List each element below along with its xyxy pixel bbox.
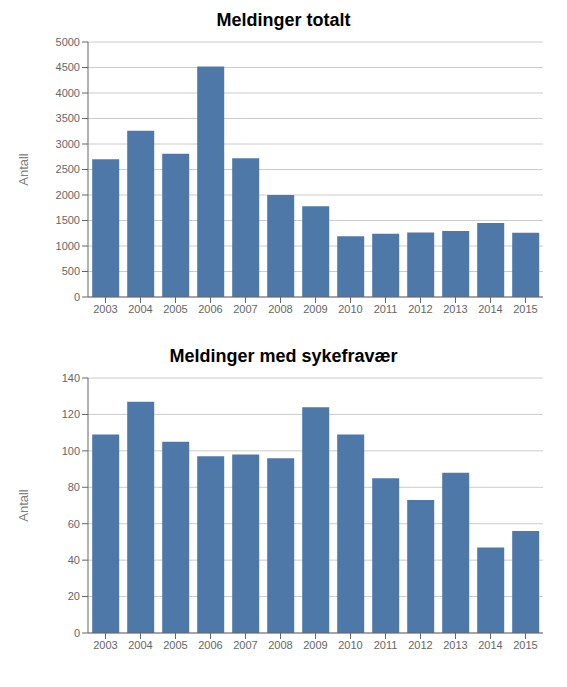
svg-text:Antall: Antall <box>16 153 31 186</box>
svg-text:4000: 4000 <box>56 87 80 99</box>
svg-text:100: 100 <box>62 445 80 457</box>
svg-text:2011: 2011 <box>374 303 398 315</box>
svg-text:2006: 2006 <box>198 639 222 651</box>
svg-text:2007: 2007 <box>233 303 257 315</box>
html-text:Meldinger med sykefravær: Meldinger med sykefravær <box>169 346 398 366</box>
svg-text:1500: 1500 <box>56 214 80 226</box>
svg-text:2011: 2011 <box>374 639 398 651</box>
svg-text:3500: 3500 <box>56 112 80 124</box>
svg-text:2004: 2004 <box>128 303 152 315</box>
svg-text:2015: 2015 <box>513 639 537 651</box>
svg-text:2015: 2015 <box>513 303 537 315</box>
svg-text:Antall: Antall <box>16 489 31 522</box>
svg-text:500: 500 <box>62 265 80 277</box>
svg-text:2004: 2004 <box>128 639 152 651</box>
svg-text:2008: 2008 <box>268 303 292 315</box>
svg-text:2007: 2007 <box>233 639 257 651</box>
svg-text:120: 120 <box>62 408 80 420</box>
svg-text:140: 140 <box>62 372 80 384</box>
svg-text:2000: 2000 <box>56 189 80 201</box>
svg-text:2008: 2008 <box>268 639 292 651</box>
svg-text:40: 40 <box>68 554 80 566</box>
svg-text:2006: 2006 <box>198 303 222 315</box>
svg-text:5000: 5000 <box>56 36 80 48</box>
svg-text:2012: 2012 <box>408 639 432 651</box>
svg-text:2014: 2014 <box>478 639 502 651</box>
svg-text:2500: 2500 <box>56 163 80 175</box>
svg-text:2012: 2012 <box>408 303 432 315</box>
svg-text:2014: 2014 <box>478 303 502 315</box>
svg-text:2013: 2013 <box>443 303 467 315</box>
svg-text:2005: 2005 <box>163 303 187 315</box>
svg-text:2010: 2010 <box>338 639 362 651</box>
svg-text:80: 80 <box>68 481 80 493</box>
svg-text:2013: 2013 <box>443 639 467 651</box>
svg-text:2005: 2005 <box>163 639 187 651</box>
svg-text:2009: 2009 <box>303 639 327 651</box>
svg-text:20: 20 <box>68 590 80 602</box>
svg-text:4500: 4500 <box>56 61 80 73</box>
svg-text:0: 0 <box>74 291 80 303</box>
svg-text:2003: 2003 <box>93 639 117 651</box>
svg-text:2010: 2010 <box>338 303 362 315</box>
svg-text:0: 0 <box>74 627 80 639</box>
svg-text:2009: 2009 <box>303 303 327 315</box>
svg-text:1000: 1000 <box>56 240 80 252</box>
svg-text:2003: 2003 <box>93 303 117 315</box>
svg-text:60: 60 <box>68 518 80 530</box>
html-text:Meldinger totalt: Meldinger totalt <box>216 10 351 30</box>
svg-text:3000: 3000 <box>56 138 80 150</box>
